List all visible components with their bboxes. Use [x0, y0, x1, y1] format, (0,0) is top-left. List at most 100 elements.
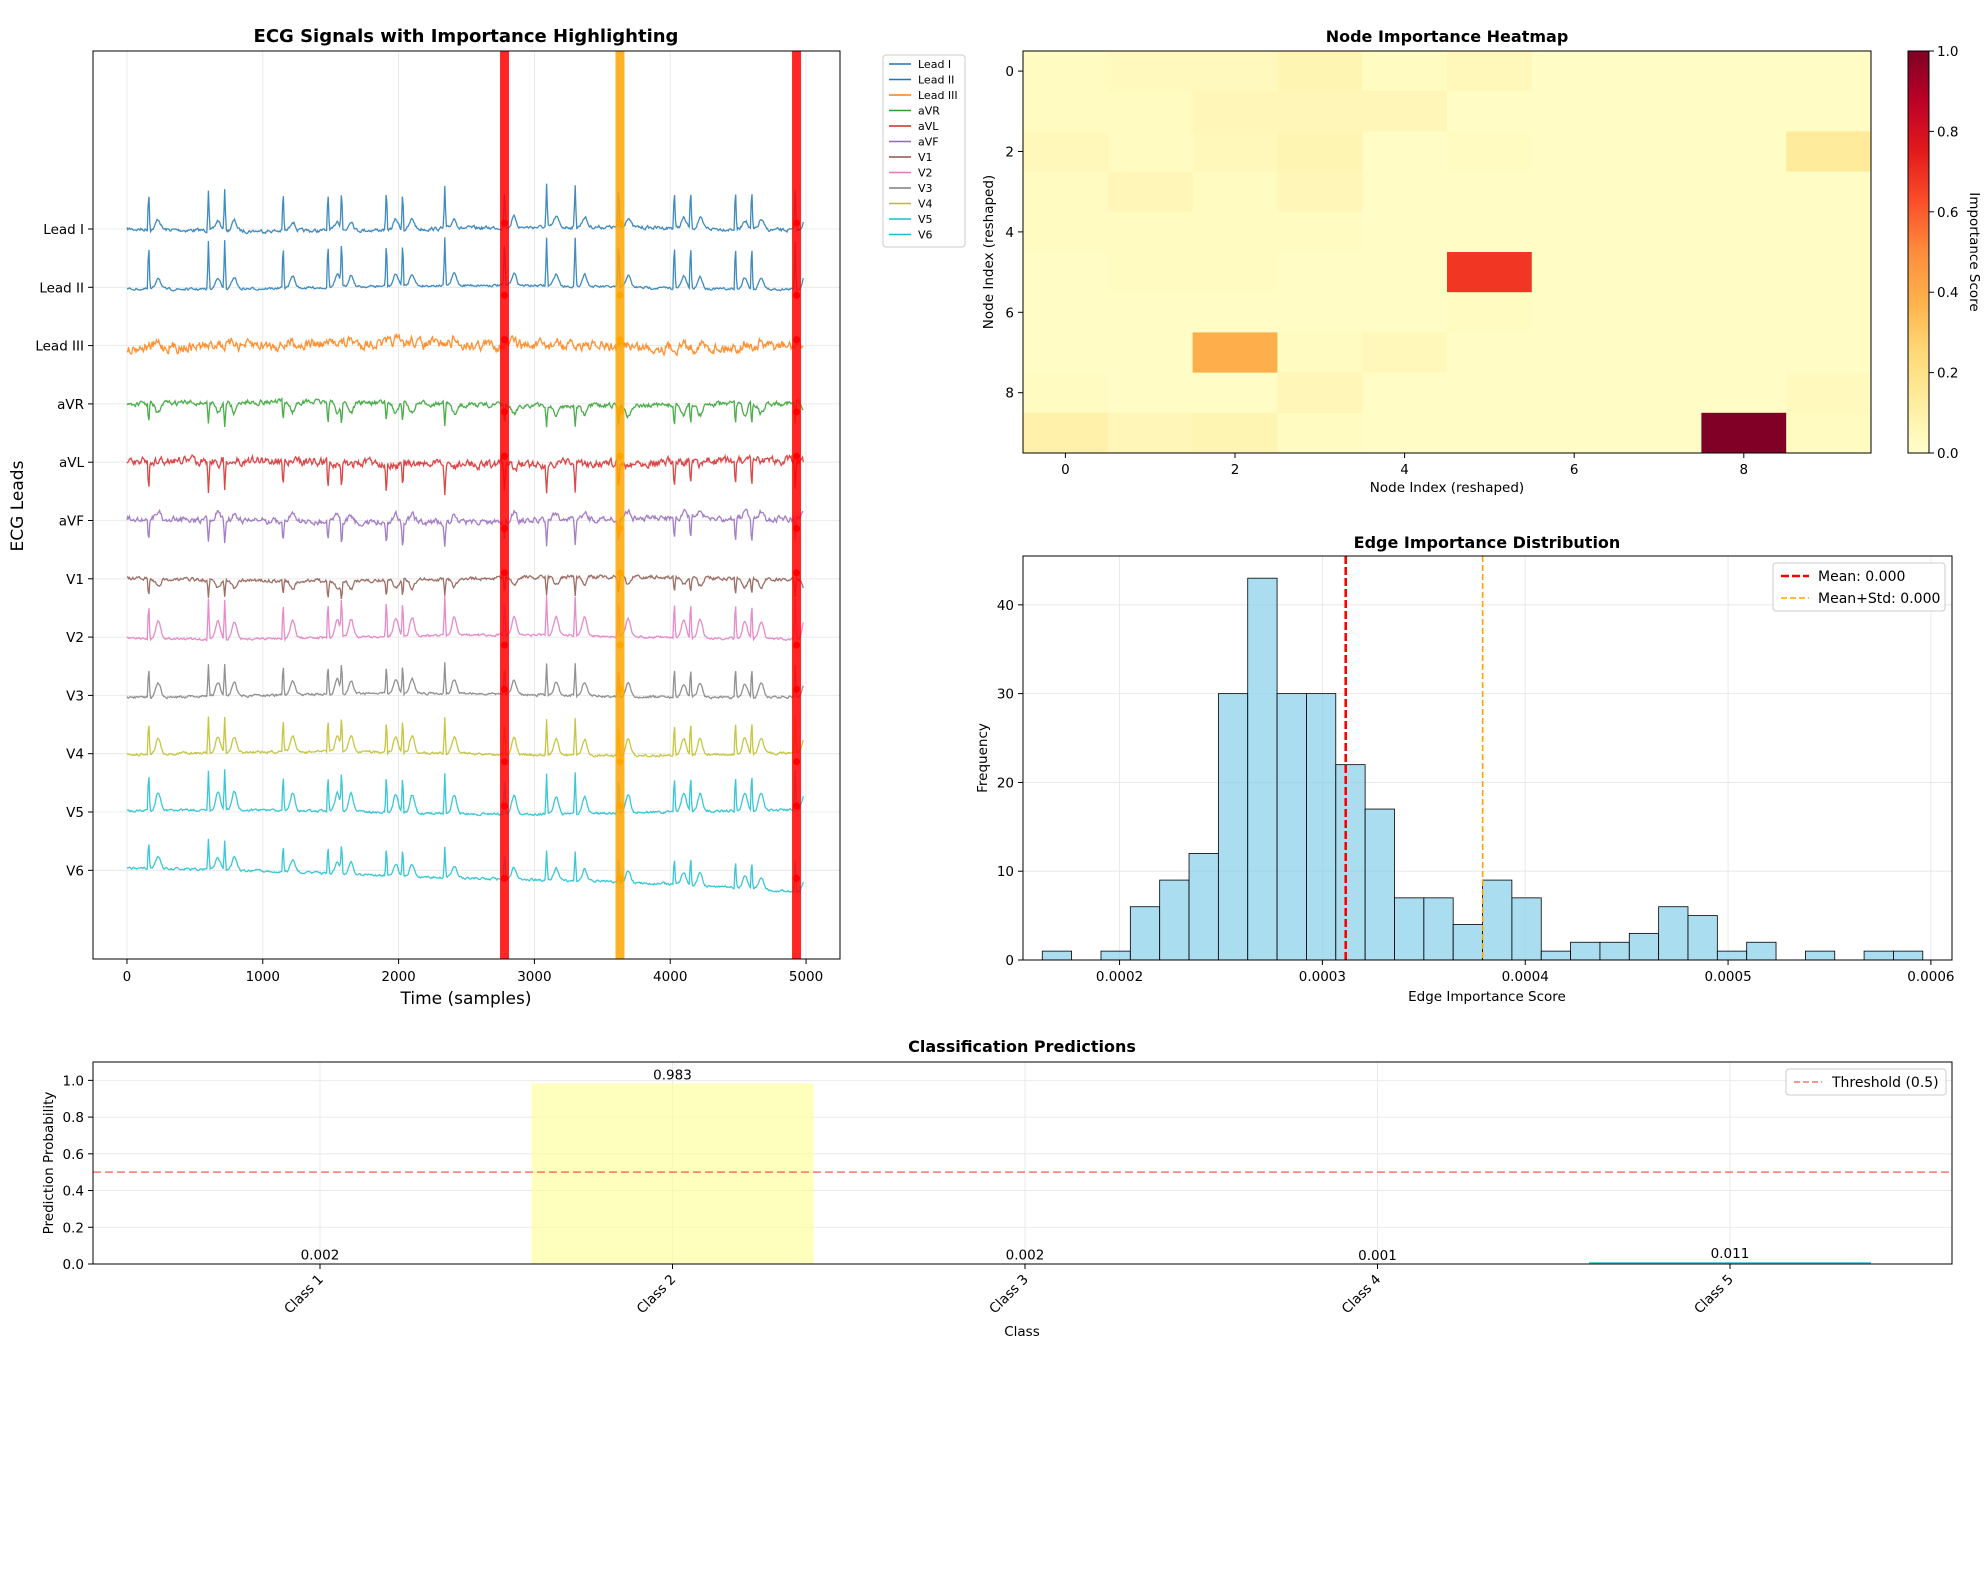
ecg-highlight-point-1-10: [501, 758, 509, 766]
heatmap-cell-8-5: [1447, 372, 1533, 414]
heatmap-cell-4-0: [1023, 211, 1109, 253]
heatmap-cell-7-3: [1277, 332, 1363, 374]
heatmap-cell-9-0: [1023, 412, 1109, 454]
ecg-highlight-point-3-6: [793, 525, 801, 532]
ecg-xticks: 0 1000 2000 3000 4000 5000: [123, 959, 823, 985]
heatmap-cell-7-8: [1701, 332, 1787, 374]
classification-ylabel: Prediction Probability: [41, 1092, 57, 1235]
ecg-grid: [93, 51, 840, 959]
histogram-bar-2: [1100, 950, 1131, 961]
ecg-legend-label-7: V2: [918, 167, 933, 180]
heatmap-cell-3-9: [1786, 171, 1872, 213]
ecg-xtick-label-5: 5000: [789, 969, 823, 985]
ecg-ytick-label-11: V6: [66, 863, 84, 879]
heatmap-cell-9-7: [1616, 412, 1702, 454]
heatmap-cell-9-3: [1277, 412, 1363, 454]
heatmap-cell-1-6: [1531, 91, 1618, 132]
ecg-ylabel: ECG Leads: [8, 460, 28, 551]
heatmap-cell-7-2: [1192, 332, 1278, 374]
heatmap-cell-6-4: [1362, 292, 1448, 333]
heatmap-xtick-label-3: 6: [1570, 462, 1579, 478]
colorbar-label: Importance Score: [1966, 192, 1982, 311]
ecg-highlight-point-1-12: [501, 874, 509, 882]
histogram-bar-4: [1159, 879, 1190, 961]
heatmap-cell-1-8: [1701, 91, 1787, 132]
classification-grid: [93, 1062, 1952, 1265]
heatmap-cell-7-5: [1447, 332, 1533, 374]
ecg-highlight-point-2-6: [616, 525, 624, 532]
histogram-bar-5: [1188, 853, 1219, 961]
histogram-title: Edge Importance Distribution: [1354, 533, 1621, 552]
ecg-trace-lead-ii: [127, 237, 804, 292]
heatmap-xlabel: Node Index (reshaped): [1370, 480, 1524, 496]
histogram-xticks: 0.0002 0.0003 0.0004 0.0005 0.0006: [1096, 960, 1955, 985]
ecg-ytick-label-2: Lead III: [35, 339, 84, 355]
heatmap-cell-1-4: [1362, 91, 1448, 132]
heatmap-cell-5-2: [1192, 252, 1278, 293]
histogram-xtick-label-3: 0.0005: [1704, 969, 1751, 985]
histogram-ytick-label-3: 30: [997, 687, 1014, 703]
classification-frame: [92, 1061, 1953, 1265]
heatmap-cell-7-9: [1786, 332, 1872, 374]
classification-xtick-label-3: Class 4: [1339, 1272, 1385, 1318]
heatmap-cell-8-8: [1701, 372, 1787, 414]
classification-ytick-label-1: 0.2: [63, 1220, 84, 1236]
classification-ytick-label-3: 0.6: [63, 1147, 84, 1163]
ecg-highlight-point-3-12: [793, 874, 801, 882]
histogram-ytick-label-2: 20: [997, 775, 1014, 791]
ecg-highlight-point-3-11: [793, 802, 801, 810]
classification-ytick-label-5: 1.0: [63, 1073, 84, 1089]
classification-xtick-label-2: Class 3: [986, 1272, 1032, 1318]
heatmap-cell-5-8: [1701, 252, 1787, 293]
ecg-xtick-label-3: 3000: [517, 969, 551, 985]
heatmap-cell-8-9: [1786, 372, 1872, 414]
ecg-highlight-point-3-5: [793, 452, 801, 460]
ecg-highlight-point-2-7: [616, 569, 624, 577]
heatmap-cell-2-5: [1447, 131, 1533, 173]
classification-legend-box: [1785, 1068, 1947, 1096]
heatmap-cell-0-1: [1107, 51, 1194, 92]
histogram-bar-15: [1482, 879, 1513, 961]
ecg-highlight-band-2: [615, 51, 625, 959]
ecg-highlight-point-2-4: [616, 408, 624, 416]
histogram-bar-0: [1041, 950, 1073, 961]
class-bar-5: [1589, 1261, 1871, 1264]
ecg-legend-label-2: Lead III: [918, 89, 958, 102]
histogram-bar-6: [1217, 693, 1249, 961]
heatmap-cell-7-6: [1531, 332, 1618, 374]
heatmap-xtick-label-4: 8: [1740, 462, 1749, 478]
histogram-bar-9: [1306, 693, 1337, 961]
histogram-panel: Edge Importance Distribution 0.0002 0.000…: [975, 533, 1955, 1005]
histogram-legend: Mean: 0.000 Mean+Std: 0.000: [1772, 562, 1946, 612]
ecg-trace-avr: [126, 397, 804, 428]
histogram-yticks: 0 10 20 30 40: [997, 598, 1023, 969]
ecg-ytick-label-9: V4: [66, 747, 84, 763]
heatmap-cell-0-8: [1701, 51, 1787, 92]
histogram-ytick-label-1: 10: [997, 864, 1014, 880]
ecg-legend-label-4: aVL: [918, 120, 939, 133]
ecg-legend-label-5: aVF: [918, 136, 939, 149]
heatmap-cell-2-7: [1616, 131, 1702, 173]
heatmap-frame: [1022, 50, 1872, 454]
ecg-ytick-label-8: V3: [66, 688, 84, 704]
heatmap-cell-2-9: [1786, 131, 1872, 173]
heatmap-cell-5-4: [1362, 252, 1448, 293]
ecg-yticks: Lead I Lead II Lead III aVR aVL aVF V1 V2 V3 V4 V5…: [35, 222, 93, 879]
heatmap-cell-5-5: [1447, 252, 1533, 293]
heatmap-xticks: 0 2 4 6 8: [1061, 453, 1748, 478]
legend-mean-label: Mean: 0.000: [1818, 569, 1905, 585]
histogram-bar-18: [1570, 941, 1601, 961]
ecg-title: ECG Signals with Importance Highlighting: [254, 26, 679, 47]
heatmap-cell-4-5: [1447, 211, 1533, 253]
heatmap-cell-6-7: [1616, 292, 1702, 333]
heatmap-cell-9-2: [1192, 412, 1278, 454]
ecg-trace-v2: [126, 595, 804, 642]
ecg-panel: ECG Signals with Importance Highlighting…: [8, 26, 966, 1009]
heatmap-cell-4-7: [1616, 211, 1702, 253]
heatmap-ylabel: Node Index (reshaped): [981, 175, 997, 329]
ecg-legend-label-0: Lead I: [918, 58, 951, 71]
heatmap-cell-2-4: [1362, 131, 1448, 173]
histogram-xtick-label-4: 0.0006: [1907, 969, 1954, 985]
heatmap-ytick-label-4: 8: [1005, 386, 1014, 402]
heatmap-cell-4-9: [1786, 211, 1872, 253]
